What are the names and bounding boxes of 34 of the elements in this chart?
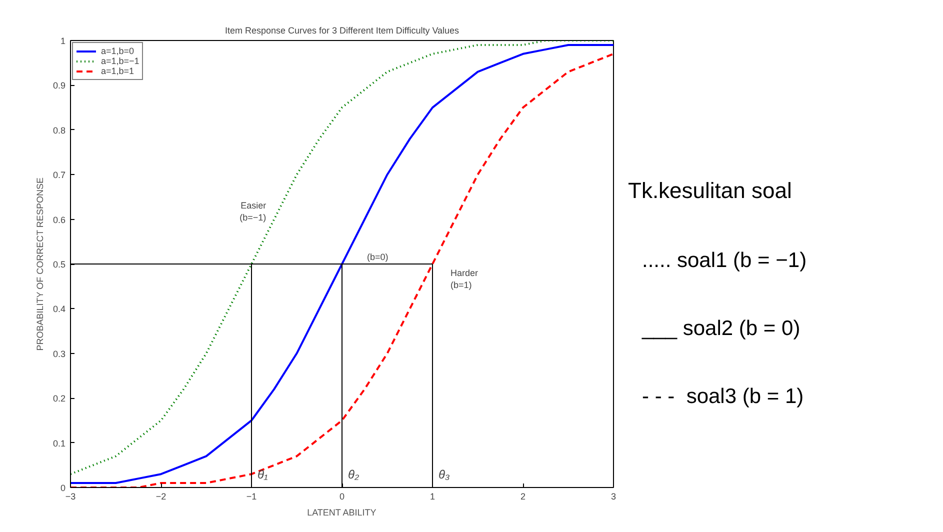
chart-title: Item Response Curves for 3 Different Item Difficulty Values xyxy=(224,26,460,36)
legend-label: a=1,b=0 xyxy=(101,46,134,56)
ref-line-label: θ₁ xyxy=(258,468,268,482)
text: ___ soal2 (b = 0) xyxy=(642,316,802,342)
y-tick-label: 1 xyxy=(60,36,66,46)
x-axis-title: LATENT ABILITY xyxy=(307,508,376,518)
x-tick-label: −2 xyxy=(156,492,166,502)
x-tick-label: −1 xyxy=(246,492,257,502)
y-tick-label: 0.8 xyxy=(52,125,66,136)
y-tick-label: 0.9 xyxy=(52,80,66,91)
legend-label: a=1,b=−1 xyxy=(101,56,140,66)
y-tick-label: 0.4 xyxy=(52,304,66,314)
text: - - - soal3 (b = 1) xyxy=(642,384,805,410)
legend-label: a=1,b=1 xyxy=(101,66,134,76)
ref-line-label: θ₃ xyxy=(438,468,450,482)
x-tick-label: 2 xyxy=(520,492,526,502)
y-tick-label: 0.6 xyxy=(52,214,66,225)
annotation: Harder (b=1) xyxy=(450,268,478,290)
text: Tk.kesulitan soal xyxy=(628,177,793,205)
y-tick-label: 0.7 xyxy=(52,170,66,180)
y-tick-label: 0.5 xyxy=(52,260,66,270)
y-tick-label: 0 xyxy=(60,483,66,493)
x-tick-label: 0 xyxy=(339,492,345,502)
y-tick-label: 0.3 xyxy=(52,348,66,359)
y-axis-title: PROBABILITY OF CORRECT RESPONSE xyxy=(34,178,45,351)
annotation: (b=0) xyxy=(367,252,388,262)
x-tick-label: 3 xyxy=(610,492,616,502)
x-tick-label: 1 xyxy=(430,492,436,502)
text: ..... soal1 (b = −1) xyxy=(642,248,807,274)
annotation: Easier (b=−1) xyxy=(240,200,266,222)
y-tick-label: 0.1 xyxy=(52,438,66,448)
y-tick-label: 0.2 xyxy=(52,394,66,404)
x-tick-label: −3 xyxy=(65,492,76,502)
ref-line-label: θ₂ xyxy=(348,468,360,482)
